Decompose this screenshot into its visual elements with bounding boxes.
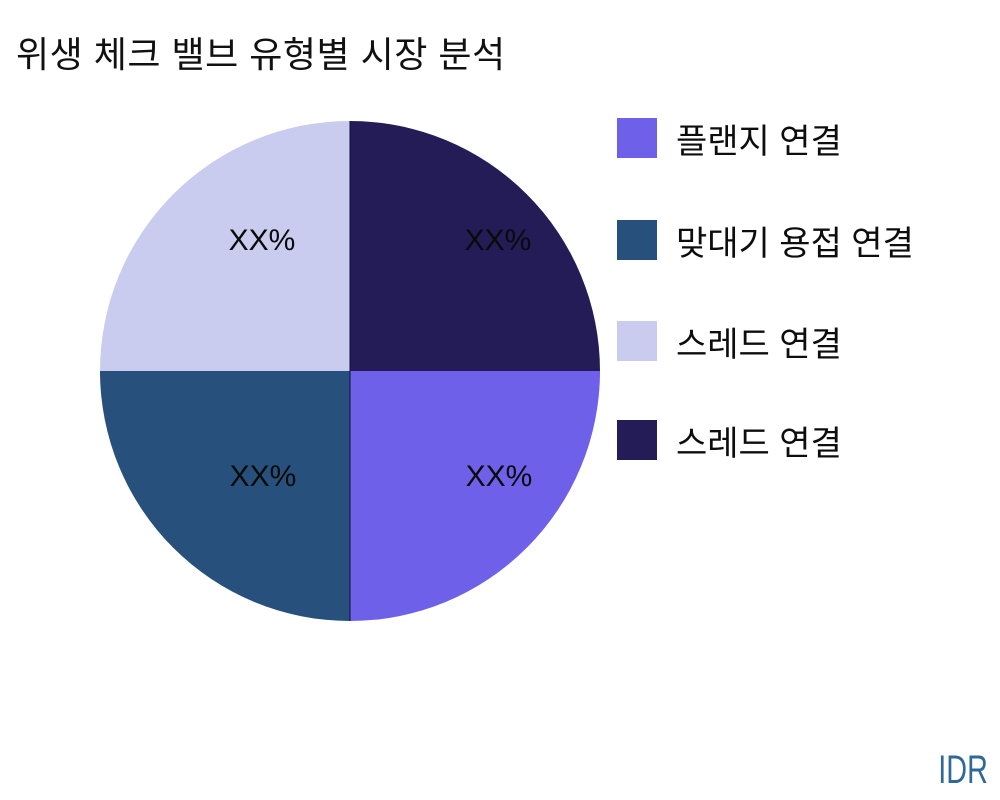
legend-label: 스레드 연결 bbox=[676, 424, 842, 463]
pie-slice-label-thread-light: XX% bbox=[228, 224, 296, 257]
pie-slice-butt-weld-connection bbox=[100, 371, 350, 621]
legend-swatch-flange-connection bbox=[617, 118, 657, 158]
pie-slice-thread-connection-light bbox=[100, 121, 350, 371]
pie-chart bbox=[100, 121, 600, 621]
legend-swatch-thread-connection-light bbox=[617, 321, 657, 361]
legend-item-flange-connection: 플랜지 연결 bbox=[617, 116, 842, 161]
pie-slice-flange-connection bbox=[350, 371, 600, 621]
legend-item-butt-weld-connection: 맞대기 용접 연결 bbox=[617, 218, 914, 263]
pie-slice-label-flange: XX% bbox=[465, 460, 533, 493]
legend-label: 플랜지 연결 bbox=[676, 122, 842, 161]
brand-mark-idr: IDR bbox=[938, 748, 988, 792]
legend-label: 스레드 연결 bbox=[676, 325, 842, 364]
legend-item-thread-connection-light: 스레드 연결 bbox=[617, 319, 842, 364]
chart-title: 위생 체크 밸브 유형별 시장 분석 bbox=[16, 34, 506, 75]
legend-item-thread-connection-dark: 스레드 연결 bbox=[617, 418, 842, 463]
legend-swatch-thread-connection-dark bbox=[617, 420, 657, 460]
pie-slice-thread-connection-dark bbox=[350, 121, 600, 371]
legend-label: 맞대기 용접 연결 bbox=[676, 224, 914, 263]
pie-slice-label-thread-dark: XX% bbox=[464, 224, 532, 257]
pie-slice-label-butt-weld: XX% bbox=[229, 460, 297, 493]
legend-swatch-butt-weld-connection bbox=[617, 220, 657, 260]
